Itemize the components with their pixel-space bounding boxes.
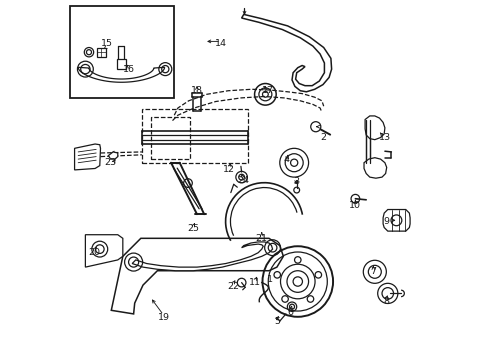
Text: 10: 10 <box>348 202 361 210</box>
Bar <box>70 6 173 98</box>
Bar <box>96 48 106 57</box>
Text: 24: 24 <box>237 176 249 185</box>
Polygon shape <box>365 116 384 140</box>
Polygon shape <box>241 14 331 92</box>
Text: 23: 23 <box>104 158 117 167</box>
Text: 2: 2 <box>319 133 325 142</box>
Polygon shape <box>382 210 409 231</box>
Text: 7: 7 <box>369 267 376 276</box>
Text: 5: 5 <box>273 317 279 325</box>
Text: 15: 15 <box>101 40 113 49</box>
Text: 19: 19 <box>157 313 169 322</box>
Text: 16: 16 <box>122 65 134 74</box>
Polygon shape <box>75 144 101 170</box>
Text: 9: 9 <box>383 217 389 226</box>
Text: 25: 25 <box>187 224 199 233</box>
Text: 3: 3 <box>292 177 299 186</box>
Text: 17: 17 <box>262 86 273 95</box>
Polygon shape <box>363 158 386 178</box>
Circle shape <box>238 174 244 180</box>
Bar <box>151 117 189 159</box>
Text: 6: 6 <box>287 307 293 317</box>
Polygon shape <box>132 242 272 271</box>
Text: 21: 21 <box>255 234 267 243</box>
Text: 20: 20 <box>88 248 100 257</box>
Polygon shape <box>85 235 122 267</box>
Text: 22: 22 <box>226 282 239 291</box>
Polygon shape <box>78 67 164 82</box>
Circle shape <box>292 277 302 286</box>
Circle shape <box>310 122 320 132</box>
Text: 12: 12 <box>223 165 235 174</box>
Text: 4: 4 <box>284 154 289 163</box>
Text: 11: 11 <box>249 278 261 287</box>
Text: 1: 1 <box>267 274 273 284</box>
Polygon shape <box>366 120 369 163</box>
Text: 18: 18 <box>191 86 203 95</box>
Text: 13: 13 <box>378 133 390 142</box>
Bar <box>117 59 126 69</box>
Text: 14: 14 <box>215 40 226 49</box>
Text: 8: 8 <box>382 297 388 306</box>
Bar <box>142 109 247 163</box>
Polygon shape <box>108 152 118 159</box>
Polygon shape <box>111 238 283 314</box>
